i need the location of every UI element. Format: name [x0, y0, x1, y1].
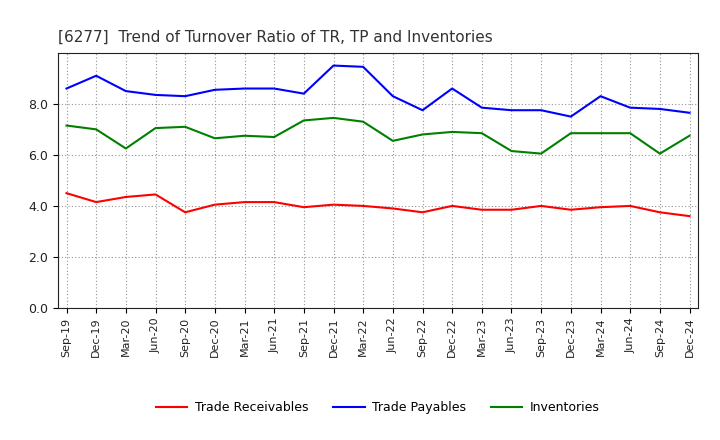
Trade Payables — [62, 86, 71, 91]
Trade Payables — [477, 105, 486, 110]
Trade Payables — [567, 114, 575, 119]
Trade Receivables — [329, 202, 338, 207]
Trade Receivables — [389, 206, 397, 211]
Inventories — [122, 146, 130, 151]
Trade Payables — [448, 86, 456, 91]
Text: [6277]  Trend of Turnover Ratio of TR, TP and Inventories: [6277] Trend of Turnover Ratio of TR, TP… — [58, 29, 492, 45]
Trade Payables — [210, 87, 219, 92]
Trade Payables — [685, 110, 694, 115]
Trade Payables — [359, 64, 367, 70]
Inventories — [655, 151, 664, 156]
Trade Payables — [300, 91, 308, 96]
Trade Payables — [151, 92, 160, 98]
Trade Receivables — [300, 205, 308, 210]
Legend: Trade Receivables, Trade Payables, Inventories: Trade Receivables, Trade Payables, Inven… — [151, 396, 605, 419]
Trade Payables — [122, 88, 130, 94]
Inventories — [448, 129, 456, 135]
Inventories — [626, 131, 634, 136]
Line: Trade Payables: Trade Payables — [66, 66, 690, 117]
Trade Receivables — [270, 199, 279, 205]
Line: Trade Receivables: Trade Receivables — [66, 193, 690, 216]
Trade Payables — [240, 86, 249, 91]
Inventories — [567, 131, 575, 136]
Inventories — [210, 136, 219, 141]
Trade Receivables — [448, 203, 456, 209]
Trade Receivables — [62, 191, 71, 196]
Trade Receivables — [240, 199, 249, 205]
Inventories — [477, 131, 486, 136]
Inventories — [685, 133, 694, 138]
Trade Receivables — [655, 209, 664, 215]
Inventories — [300, 118, 308, 123]
Trade Receivables — [151, 192, 160, 197]
Trade Payables — [596, 94, 605, 99]
Trade Receivables — [567, 207, 575, 213]
Trade Payables — [507, 107, 516, 113]
Trade Payables — [181, 94, 189, 99]
Inventories — [62, 123, 71, 128]
Inventories — [507, 148, 516, 154]
Inventories — [92, 127, 101, 132]
Trade Payables — [626, 105, 634, 110]
Inventories — [359, 119, 367, 125]
Inventories — [240, 133, 249, 138]
Inventories — [418, 132, 427, 137]
Trade Receivables — [418, 209, 427, 215]
Inventories — [389, 138, 397, 143]
Trade Receivables — [537, 203, 546, 209]
Inventories — [270, 134, 279, 139]
Inventories — [537, 151, 546, 156]
Trade Receivables — [685, 213, 694, 219]
Trade Payables — [270, 86, 279, 91]
Trade Receivables — [359, 203, 367, 209]
Trade Payables — [389, 94, 397, 99]
Trade Receivables — [122, 194, 130, 200]
Line: Inventories: Inventories — [66, 118, 690, 154]
Trade Receivables — [181, 209, 189, 215]
Trade Receivables — [596, 205, 605, 210]
Trade Payables — [92, 73, 101, 78]
Trade Payables — [537, 107, 546, 113]
Trade Receivables — [477, 207, 486, 213]
Trade Receivables — [626, 203, 634, 209]
Trade Receivables — [210, 202, 219, 207]
Trade Receivables — [507, 207, 516, 213]
Inventories — [596, 131, 605, 136]
Inventories — [181, 124, 189, 129]
Trade Receivables — [92, 199, 101, 205]
Inventories — [151, 125, 160, 131]
Inventories — [329, 115, 338, 121]
Trade Payables — [655, 106, 664, 112]
Trade Payables — [418, 107, 427, 113]
Trade Payables — [329, 63, 338, 68]
